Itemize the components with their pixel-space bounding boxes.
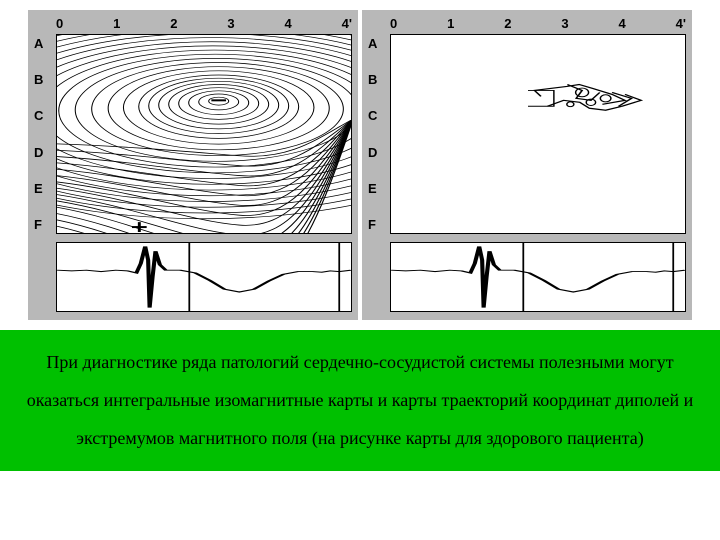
x-tick: 1 [113,16,120,34]
figure-caption: При диагностике ряда патологий сердечно-… [0,330,720,471]
figure-container: 0 1 2 3 4 4' A B C D E F 0 [0,0,720,330]
trajectory-plot [390,34,686,234]
y-tick: B [368,72,390,87]
y-tick: E [368,181,390,196]
left-panel: 0 1 2 3 4 4' A B C D E F [28,10,358,320]
y-tick: F [368,217,390,232]
x-axis-left: 0 1 2 3 4 4' [56,16,352,34]
y-tick: C [34,108,56,123]
x-tick: 0 [390,16,397,34]
x-tick: 3 [561,16,568,34]
x-tick: 4' [676,16,686,34]
x-tick: 1 [447,16,454,34]
y-tick: A [34,36,56,51]
right-panel: 0 1 2 3 4 4' A B C D E F [362,10,692,320]
x-tick: 2 [170,16,177,34]
contour-plot [56,34,352,234]
y-tick: E [34,181,56,196]
x-tick: 4 [619,16,626,34]
y-tick: C [368,108,390,123]
waveform-right [390,242,686,312]
waveform-left [56,242,352,312]
y-tick: D [368,145,390,160]
y-tick: F [34,217,56,232]
y-tick: A [368,36,390,51]
y-tick: B [34,72,56,87]
x-tick: 2 [504,16,511,34]
x-tick: 0 [56,16,63,34]
x-tick: 4' [342,16,352,34]
x-axis-right: 0 1 2 3 4 4' [390,16,686,34]
y-tick: D [34,145,56,160]
x-tick: 3 [227,16,234,34]
y-axis-right: A B C D E F [368,34,390,234]
x-tick: 4 [285,16,292,34]
y-axis-left: A B C D E F [34,34,56,234]
